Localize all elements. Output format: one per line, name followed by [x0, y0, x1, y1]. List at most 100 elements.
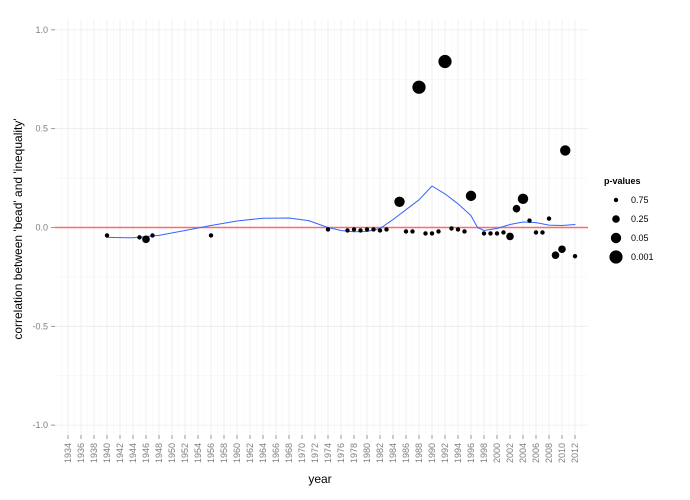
x-tick-label: 1958 — [219, 443, 229, 463]
x-tick-label: 1936 — [76, 443, 86, 463]
data-point — [358, 228, 363, 233]
data-point — [455, 227, 461, 232]
data-point — [462, 229, 467, 234]
data-point — [394, 196, 405, 208]
y-tick-label: 0.5 — [35, 124, 48, 134]
x-tick-label: 1996 — [466, 443, 476, 463]
x-tick-label: 2010 — [557, 443, 567, 463]
data-point — [104, 233, 110, 238]
x-tick-label: 1976 — [336, 443, 346, 463]
data-point — [494, 231, 500, 236]
data-point — [551, 251, 560, 259]
data-point — [325, 227, 331, 232]
y-tick-label: -0.5 — [32, 321, 48, 331]
x-tick-label: 2008 — [544, 443, 554, 463]
data-point — [540, 230, 545, 235]
data-point — [436, 229, 441, 234]
smooth-trend-line — [106, 185, 576, 239]
x-tick-label: 1942 — [115, 443, 125, 463]
x-tick-label: 2000 — [492, 443, 502, 463]
data-point — [517, 193, 529, 205]
data-point — [481, 231, 487, 236]
x-tick-label: 1992 — [440, 443, 450, 463]
data-point — [449, 226, 454, 231]
data-point — [142, 235, 150, 244]
x-tick-label: 1956 — [206, 443, 216, 463]
x-tick-label: 1986 — [401, 443, 411, 463]
x-tick-label: 1978 — [349, 443, 359, 463]
data-point — [364, 227, 370, 232]
x-tick-label: 1982 — [375, 443, 385, 463]
x-axis-title: year — [308, 472, 331, 486]
y-axis-ticks: 1.0 0.5 0.0 -0.5 -1.0 — [32, 25, 55, 430]
legend-entry-label: 0.001 — [631, 252, 654, 262]
data-point — [560, 145, 571, 156]
x-tick-label: 1972 — [310, 443, 320, 463]
x-axis-ticks: 1934 1936 1938 1940 1942 1944 1946 1948 1950 1952… — [63, 435, 580, 463]
legend-key-circle — [610, 232, 622, 244]
x-tick-label: 1970 — [297, 443, 307, 463]
data-point — [377, 228, 383, 233]
legend-entry-label: 0.25 — [631, 214, 649, 224]
x-tick-label: 1946 — [141, 443, 151, 463]
data-point — [410, 229, 415, 234]
x-tick-label: 1990 — [427, 443, 437, 463]
data-point — [429, 231, 435, 236]
x-tick-label: 1984 — [388, 443, 398, 463]
x-tick-label: 2012 — [570, 443, 580, 463]
x-tick-label: 1938 — [89, 443, 99, 463]
x-tick-label: 1980 — [362, 443, 372, 463]
x-tick-label: 2004 — [518, 443, 528, 463]
data-point — [423, 231, 428, 236]
data-point — [208, 233, 214, 238]
x-tick-label: 1962 — [245, 443, 255, 463]
data-point — [546, 216, 552, 221]
legend-key-circle — [612, 215, 620, 223]
x-tick-label: 1952 — [180, 443, 190, 463]
data-point — [412, 80, 426, 94]
y-tick-label: 1.0 — [35, 25, 48, 35]
legend-entries: 0.75 0.25 0.05 0.001 — [609, 195, 654, 264]
data-point — [150, 233, 155, 238]
y-axis-title: correlation between 'bead' and 'inequali… — [11, 118, 25, 339]
x-tick-label: 1974 — [323, 443, 333, 463]
data-point — [371, 227, 376, 232]
x-tick-label: 1966 — [271, 443, 281, 463]
data-point — [533, 230, 539, 235]
legend-entry-label: 0.75 — [631, 195, 649, 205]
x-tick-label: 2002 — [505, 443, 515, 463]
data-point — [351, 227, 357, 232]
legend-key-circle — [613, 197, 619, 203]
data-point — [465, 190, 477, 202]
x-tick-label: 1944 — [128, 443, 138, 463]
legend-entry-label: 0.05 — [631, 233, 649, 243]
data-point — [506, 232, 514, 241]
x-tick-label: 1940 — [102, 443, 112, 463]
x-tick-label: 1998 — [479, 443, 489, 463]
data-point — [137, 235, 142, 240]
data-point — [438, 54, 452, 69]
x-tick-label: 1954 — [193, 443, 203, 463]
x-tick-label: 1950 — [167, 443, 177, 463]
legend-key-circle — [609, 250, 623, 264]
legend-title: p-values — [604, 176, 641, 186]
x-tick-label: 1994 — [453, 443, 463, 463]
points-group — [104, 54, 578, 259]
data-point — [558, 245, 566, 254]
smooth-line-group — [106, 185, 576, 239]
data-point — [572, 253, 578, 259]
x-tick-label: 1960 — [232, 443, 242, 463]
x-tick-label: 1934 — [63, 443, 73, 463]
data-point — [488, 231, 493, 236]
y-tick-label: -1.0 — [32, 420, 48, 430]
x-tick-label: 1988 — [414, 443, 424, 463]
legend: p-values 0.75 0.25 0.05 0.001 — [604, 176, 654, 264]
x-tick-label: 1964 — [258, 443, 268, 463]
data-point — [384, 227, 389, 232]
x-tick-label: 1948 — [154, 443, 164, 463]
x-tick-label: 2006 — [531, 443, 541, 463]
data-point — [512, 204, 521, 213]
data-point — [403, 229, 409, 234]
